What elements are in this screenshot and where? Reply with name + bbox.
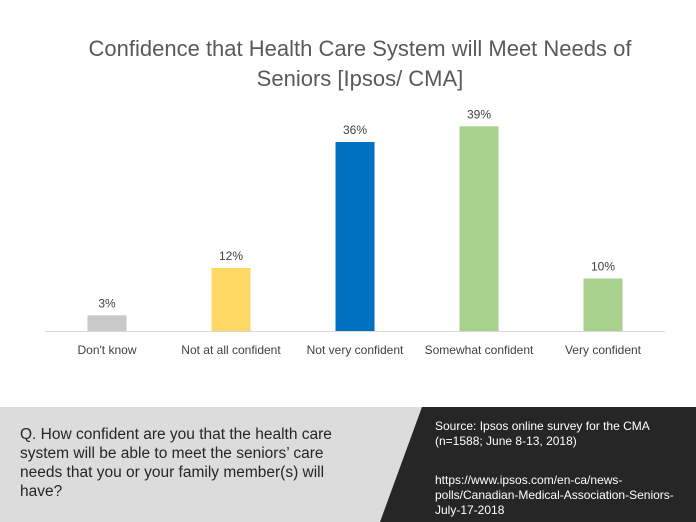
data-label: 12% <box>219 249 243 263</box>
bar <box>211 268 251 331</box>
bar <box>459 126 499 332</box>
category-label: Not very confident <box>307 343 404 357</box>
bar-chart: 3% Don't know 12% Not at all confident 36% No… <box>45 107 665 357</box>
source-text: Source: Ipsos online survey for the CMA … <box>435 419 650 448</box>
data-label: 3% <box>98 296 116 310</box>
source-url: https://www.ipsos.com/en-ca/news-polls/C… <box>435 473 674 517</box>
bar <box>583 278 623 331</box>
source-panel <box>380 407 696 522</box>
category-label: Don't know <box>78 343 137 357</box>
data-label: 36% <box>343 123 367 137</box>
data-label: 39% <box>467 107 491 121</box>
survey-question: Q. How confident are you that the health… <box>20 426 332 500</box>
chart-title: Confidence that Health Care System will … <box>88 36 632 91</box>
bar <box>87 315 127 332</box>
data-label: 10% <box>591 260 615 274</box>
category-label: Somewhat confident <box>425 343 534 357</box>
footer-panel: Q. How confident are you that the health… <box>0 407 696 522</box>
category-label: Not at all confident <box>181 343 281 357</box>
bar <box>335 142 375 331</box>
category-label: Very confident <box>565 343 642 357</box>
